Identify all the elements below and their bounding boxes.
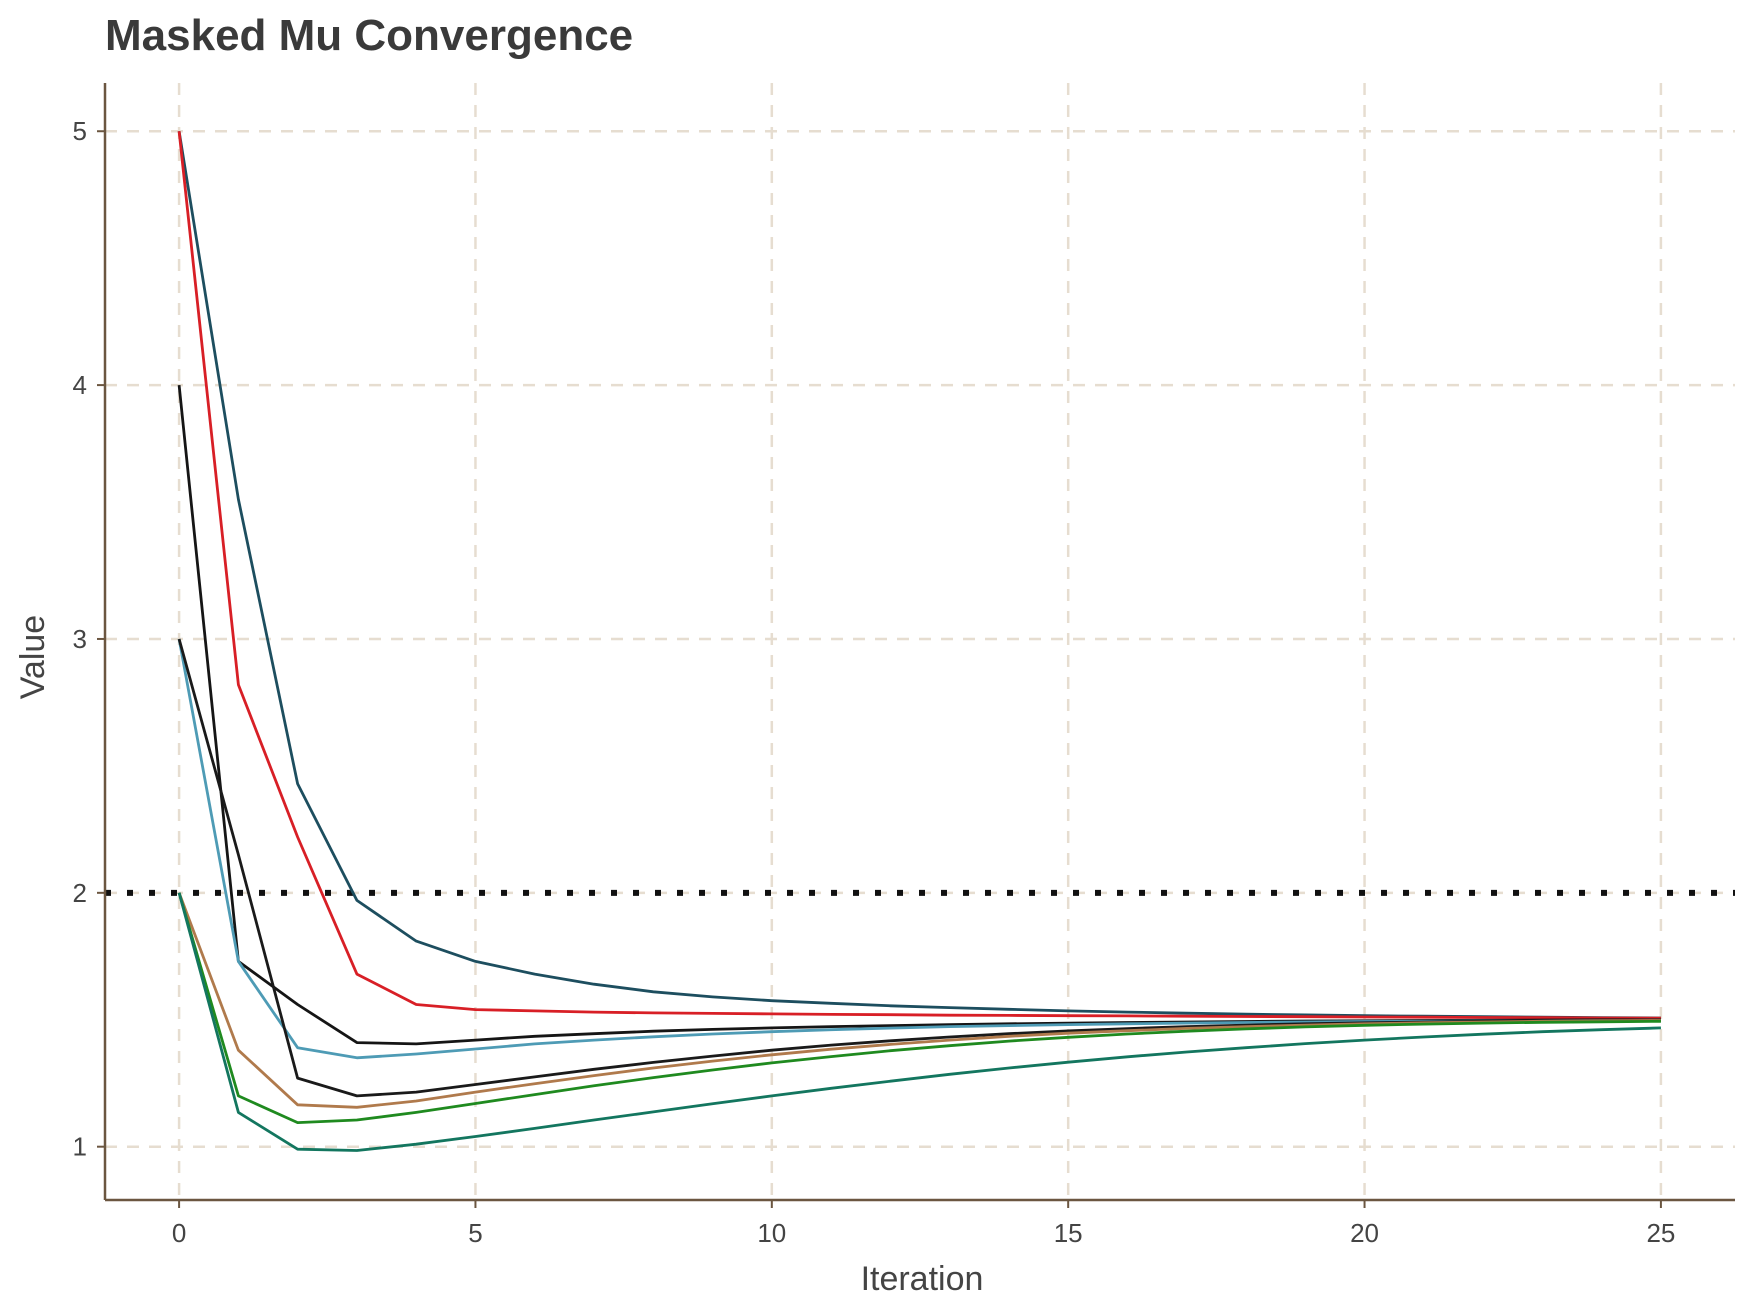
tick-label-layer: 0 5 10 15 20 25 1 2 3 4 5 [73, 116, 1676, 1248]
y-tick-label-3: 4 [73, 370, 87, 400]
series-line-2 [177, 131, 1661, 1020]
y-tick-label-0: 1 [73, 1132, 87, 1162]
y-tick-label-4: 5 [73, 116, 87, 146]
y-tick-label-1: 2 [73, 878, 87, 908]
axis-layer [103, 83, 1735, 1202]
x-axis-label: Iteration [861, 1260, 984, 1298]
series-line-8 [177, 892, 1661, 1152]
chart-title: Masked Mu Convergence [105, 11, 633, 60]
x-tick-label-4: 20 [1350, 1218, 1379, 1248]
x-tick-label-5: 25 [1646, 1218, 1675, 1248]
y-tick-label-2: 3 [73, 624, 87, 654]
x-tick-label-0: 0 [172, 1218, 186, 1248]
x-tick-label-3: 15 [1054, 1218, 1083, 1248]
grid-layer [105, 83, 1735, 1200]
series-line-7 [177, 892, 1661, 1124]
y-axis-label: Value [14, 615, 52, 699]
x-tick-label-2: 10 [757, 1218, 786, 1248]
series-layer [177, 130, 1661, 1152]
x-tick-label-1: 5 [468, 1218, 482, 1248]
